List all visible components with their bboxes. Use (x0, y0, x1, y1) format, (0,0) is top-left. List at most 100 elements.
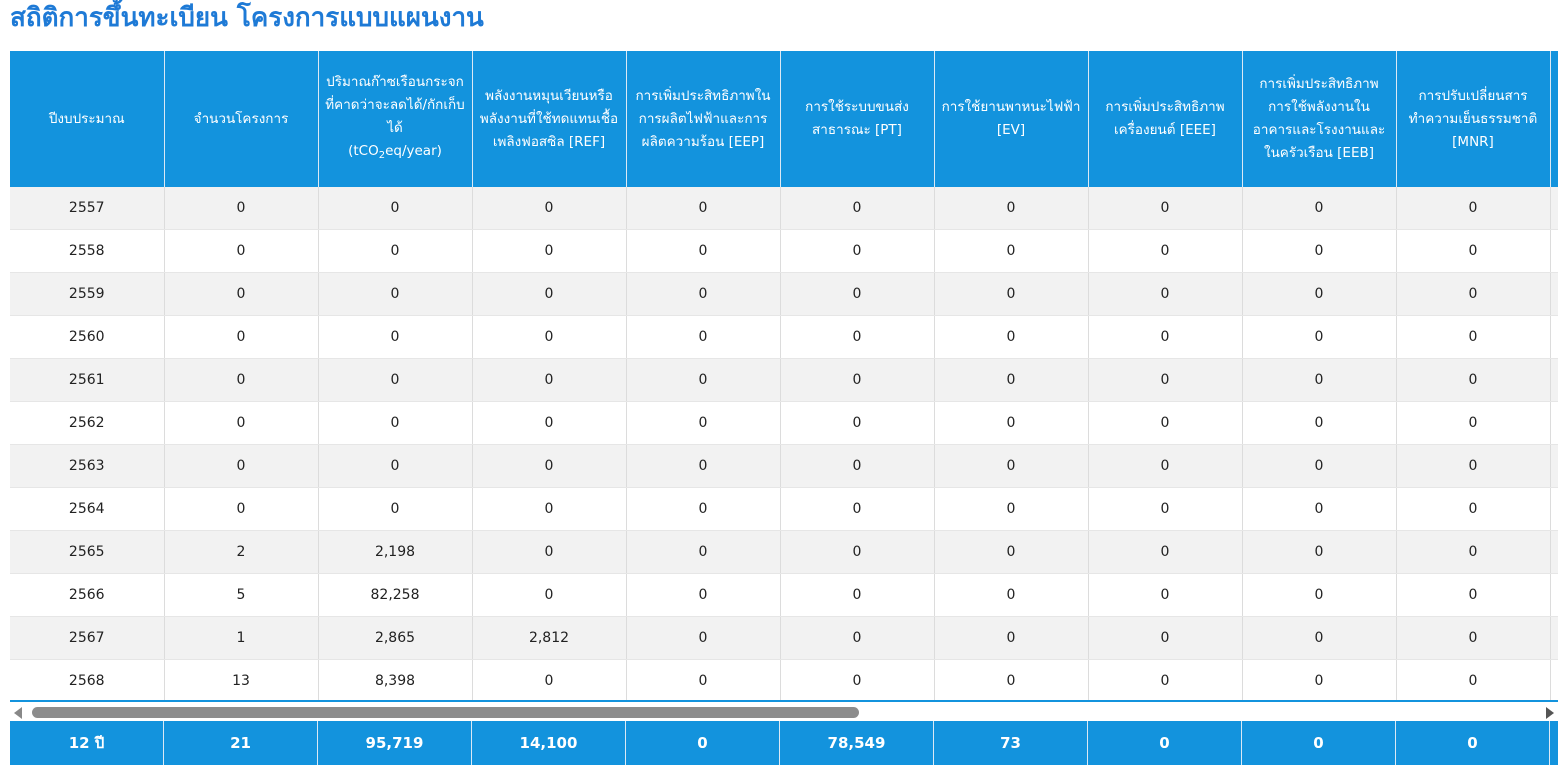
table-cell: 0 (1088, 444, 1243, 488)
table-cell: 0 (934, 444, 1089, 488)
table-cell: 5 (164, 573, 319, 617)
table-cell: 0 (1242, 659, 1397, 702)
table-cell: 0 (1088, 530, 1243, 574)
table-cell: 0 (472, 487, 627, 531)
table-cell: 0 (1242, 229, 1397, 273)
table-cell: 0 (1242, 272, 1397, 316)
fiscal-year-cell: 2560 (10, 315, 165, 359)
table-header-row: ปีงบประมาณ จำนวนโครงการ ปริมาณก๊าซเรือนก… (10, 51, 1558, 187)
table-cell: 0 (1242, 530, 1397, 574)
stats-table: ปีงบประมาณ จำนวนโครงการ ปริมาณก๊าซเรือนก… (10, 51, 1558, 702)
horizontal-scrollbar[interactable] (10, 702, 1558, 722)
table-cell: 0 (626, 573, 781, 617)
table-cell: 0 (472, 315, 627, 359)
table-cell: 0 (164, 272, 319, 316)
table-row: 2563 0 0 0 0 0 0 0 0 0 (10, 444, 1558, 488)
table-cell: 0 (1088, 616, 1243, 660)
table-cell: 1 (164, 616, 319, 660)
table-cell: 2,812 (472, 616, 627, 660)
table-cell: 0 (1088, 573, 1243, 617)
table-cell: 0 (934, 573, 1089, 617)
table-cell: 0 (1242, 187, 1397, 230)
table-cell: 0 (780, 315, 935, 359)
header-eep: การเพิ่มประสิทธิภาพในการผลิตไฟฟ้าและการผ… (626, 51, 781, 187)
scroll-right-arrow-icon[interactable] (1546, 707, 1554, 719)
table-cell: 0 (1396, 358, 1551, 402)
table-cell: 0 (1242, 616, 1397, 660)
footer-total-years: 12 ปี (10, 721, 164, 765)
table-row: 2562 0 0 0 0 0 0 0 0 0 (10, 401, 1558, 445)
table-cell: 0 (780, 229, 935, 273)
scrollbar-thumb[interactable] (32, 707, 859, 718)
header-fiscal-year: ปีงบประมาณ (10, 51, 165, 187)
table-cell: 0 (626, 444, 781, 488)
table-cell: 82,258 (318, 573, 473, 617)
table-cell: 13 (164, 659, 319, 702)
fiscal-year-cell: 2559 (10, 272, 165, 316)
header-overflow (1550, 51, 1558, 187)
table-cell: 0 (1396, 401, 1551, 445)
table-cell: 0 (934, 530, 1089, 574)
header-eee: การเพิ่มประสิทธิภาพเครื่องยนต์ [EEE] (1088, 51, 1243, 187)
table-cell: 0 (1088, 272, 1243, 316)
table-cell: 0 (318, 401, 473, 445)
table-cell: 0 (318, 229, 473, 273)
overflow-cell (1550, 487, 1558, 531)
table-cell: 0 (164, 487, 319, 531)
header-ghg-reduction: ปริมาณก๊าซเรือนกระจกที่คาดว่าจะลดได้/กัก… (318, 51, 473, 187)
header-ghg-unit-prefix: (tCO (348, 143, 379, 159)
table-row: 2566 5 82,258 0 0 0 0 0 0 0 (10, 573, 1558, 617)
overflow-cell (1550, 272, 1558, 316)
table-body: 2557 0 0 0 0 0 0 0 0 0 2558 0 0 0 0 0 0 0 0 0 2559 0 0 0 0 0 0 0 0 0 2… (10, 187, 1558, 702)
footer-overflow-cell (1550, 721, 1558, 765)
table-cell: 0 (1088, 401, 1243, 445)
table-cell: 0 (780, 272, 935, 316)
overflow-cell (1550, 401, 1558, 445)
table-row: 2564 0 0 0 0 0 0 0 0 0 (10, 487, 1558, 531)
fiscal-year-cell: 2568 (10, 659, 165, 702)
table-cell: 0 (626, 272, 781, 316)
table-cell: 0 (626, 315, 781, 359)
table-cell: 0 (934, 272, 1089, 316)
table-cell: 0 (1396, 530, 1551, 574)
table-cell: 0 (1242, 401, 1397, 445)
table-cell: 0 (780, 444, 935, 488)
overflow-cell (1550, 659, 1558, 702)
fiscal-year-cell: 2566 (10, 573, 165, 617)
table-cell: 0 (1088, 487, 1243, 531)
table-cell: 0 (164, 358, 319, 402)
table-cell: 0 (1088, 315, 1243, 359)
scroll-left-arrow-icon[interactable] (14, 707, 22, 719)
table-cell: 0 (472, 272, 627, 316)
table-cell: 0 (780, 487, 935, 531)
table-cell: 0 (1396, 659, 1551, 702)
fiscal-year-cell: 2563 (10, 444, 165, 488)
table-cell: 0 (626, 487, 781, 531)
table-cell: 0 (318, 315, 473, 359)
table-footer: 12 ปี 21 95,719 14,100 0 78,549 73 0 0 0 (10, 721, 1558, 765)
table-cell: 0 (934, 616, 1089, 660)
fiscal-year-cell: 2562 (10, 401, 165, 445)
table-cell: 0 (318, 487, 473, 531)
table-cell: 0 (934, 187, 1089, 230)
header-ghg-unit-suffix: eq/year) (385, 143, 442, 159)
fiscal-year-cell: 2558 (10, 229, 165, 273)
table-row: 2558 0 0 0 0 0 0 0 0 0 (10, 229, 1558, 273)
table-cell: 0 (164, 401, 319, 445)
footer-total-cell: 78,549 (780, 721, 934, 765)
table-cell: 0 (472, 229, 627, 273)
table-cell: 2,198 (318, 530, 473, 574)
table-cell: 0 (780, 358, 935, 402)
table-row: 2565 2 2,198 0 0 0 0 0 0 0 (10, 530, 1558, 574)
table-cell: 0 (318, 187, 473, 230)
table-cell: 0 (472, 659, 627, 702)
table-cell: 0 (318, 358, 473, 402)
table-cell: 0 (1396, 573, 1551, 617)
table-cell: 0 (164, 229, 319, 273)
table-bottom-divider (10, 700, 1558, 702)
table-cell: 0 (1396, 444, 1551, 488)
table-cell: 0 (626, 530, 781, 574)
stats-table-viewport: ปีงบประมาณ จำนวนโครงการ ปริมาณก๊าซเรือนก… (10, 51, 1558, 702)
table-cell: 0 (1088, 358, 1243, 402)
footer-total-cell: 0 (1088, 721, 1242, 765)
